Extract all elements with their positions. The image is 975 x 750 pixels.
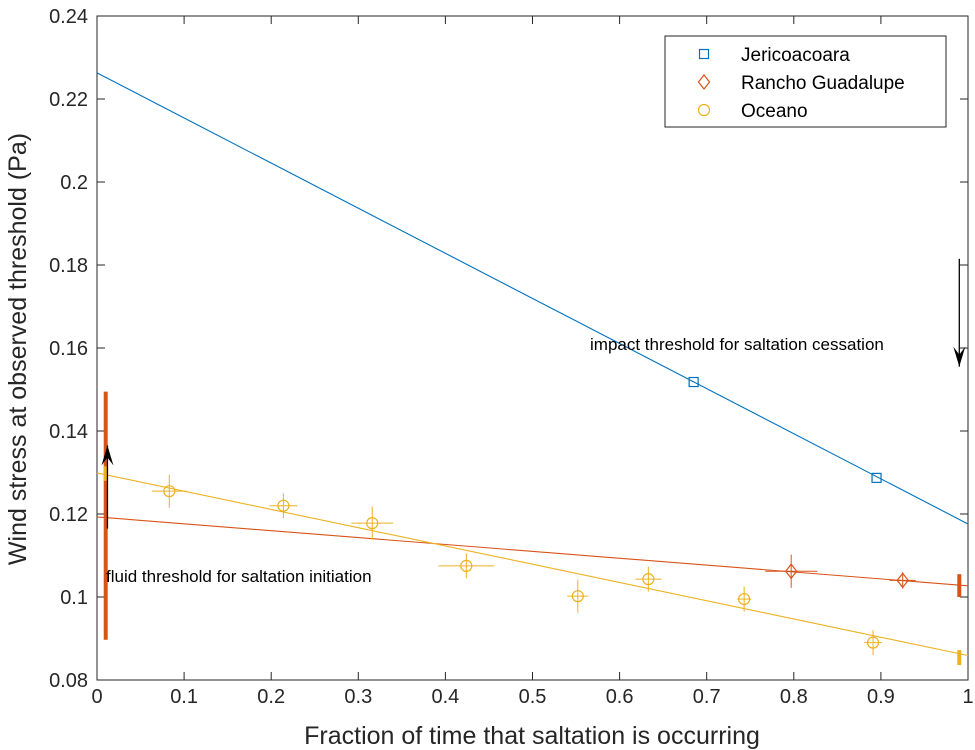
x-tick-label: 0.8 [780,686,808,708]
legend-label-jericoacoara: Jericoacoara [741,45,850,66]
annotation-arrow-head [101,445,114,466]
rancho-guadalupe-fit-line [96,516,969,587]
y-tick-label: 0.16 [49,338,88,360]
rancho-guadalupe-data-point [896,572,909,589]
jericoacoara-data-point [688,376,699,388]
chart-marks: 0 0.1 0.2 0.3 0.4 0.5 0.6 0.7 0.8 0.9 1 0.08 0.1 0.12… [49,6,974,708]
legend-marker-rancho-guadalupe [697,74,711,90]
legend-box [664,35,947,128]
annotation-arrow-head [953,346,966,367]
x-tick-label: 0.1 [170,686,198,708]
y-tick-label: 0.22 [49,89,88,111]
jericoacoara-fit-line [96,72,969,525]
jericoacoara-data-point [871,472,882,483]
oceano-data-point [571,590,584,603]
legend-marker-oceano [697,103,711,117]
legend-label-oceano: Oceano [741,101,808,122]
x-tick-label: 1 [962,686,973,708]
x-tick-label: 0.3 [344,686,372,708]
fluid-threshold-annotation: fluid threshold for saltation initiation [106,567,372,586]
y-tick-label: 0.12 [49,504,88,526]
legend: Jericoacoara Rancho Guadalupe Oceano [664,35,947,128]
y-tick-label: 0.18 [49,255,88,277]
x-tick-label: 0.2 [257,686,285,708]
x-tick-label: 0.5 [519,686,547,708]
y-tick-label: 0.1 [60,587,88,609]
oceano-data-point [738,592,751,606]
impact-threshold-annotation: impact threshold for saltation cessation [590,335,884,354]
y-axis-label: Wind stress at observed threshold (Pa) [4,133,32,565]
x-tick-label: 0.4 [431,686,459,708]
y-tick-label: 0.2 [60,172,88,194]
y-tick-label: 0.14 [49,421,88,443]
legend-label-rancho-guadalupe: Rancho Guadalupe [741,73,905,94]
x-tick-label: 0.6 [606,686,634,708]
rancho-guadalupe-data-point [784,563,798,580]
oceano-data-point [277,499,290,512]
oceano-data-point [866,636,880,649]
oceano-data-point [460,559,473,572]
y-tick-label: 0.24 [49,6,88,28]
y-tick-label: 0.08 [49,670,88,692]
x-tick-label: 0 [91,686,102,708]
x-tick-label: 0.9 [867,686,895,708]
oceano-data-point [642,573,655,586]
x-axis-label: Fraction of time that saltation is occur… [304,722,760,750]
legend-marker-jericoacoara [698,48,710,60]
x-tick-label: 0.7 [693,686,721,708]
oceano-fit-line [96,472,969,657]
oceano-data-point [163,485,176,498]
oceano-data-point [366,517,379,530]
